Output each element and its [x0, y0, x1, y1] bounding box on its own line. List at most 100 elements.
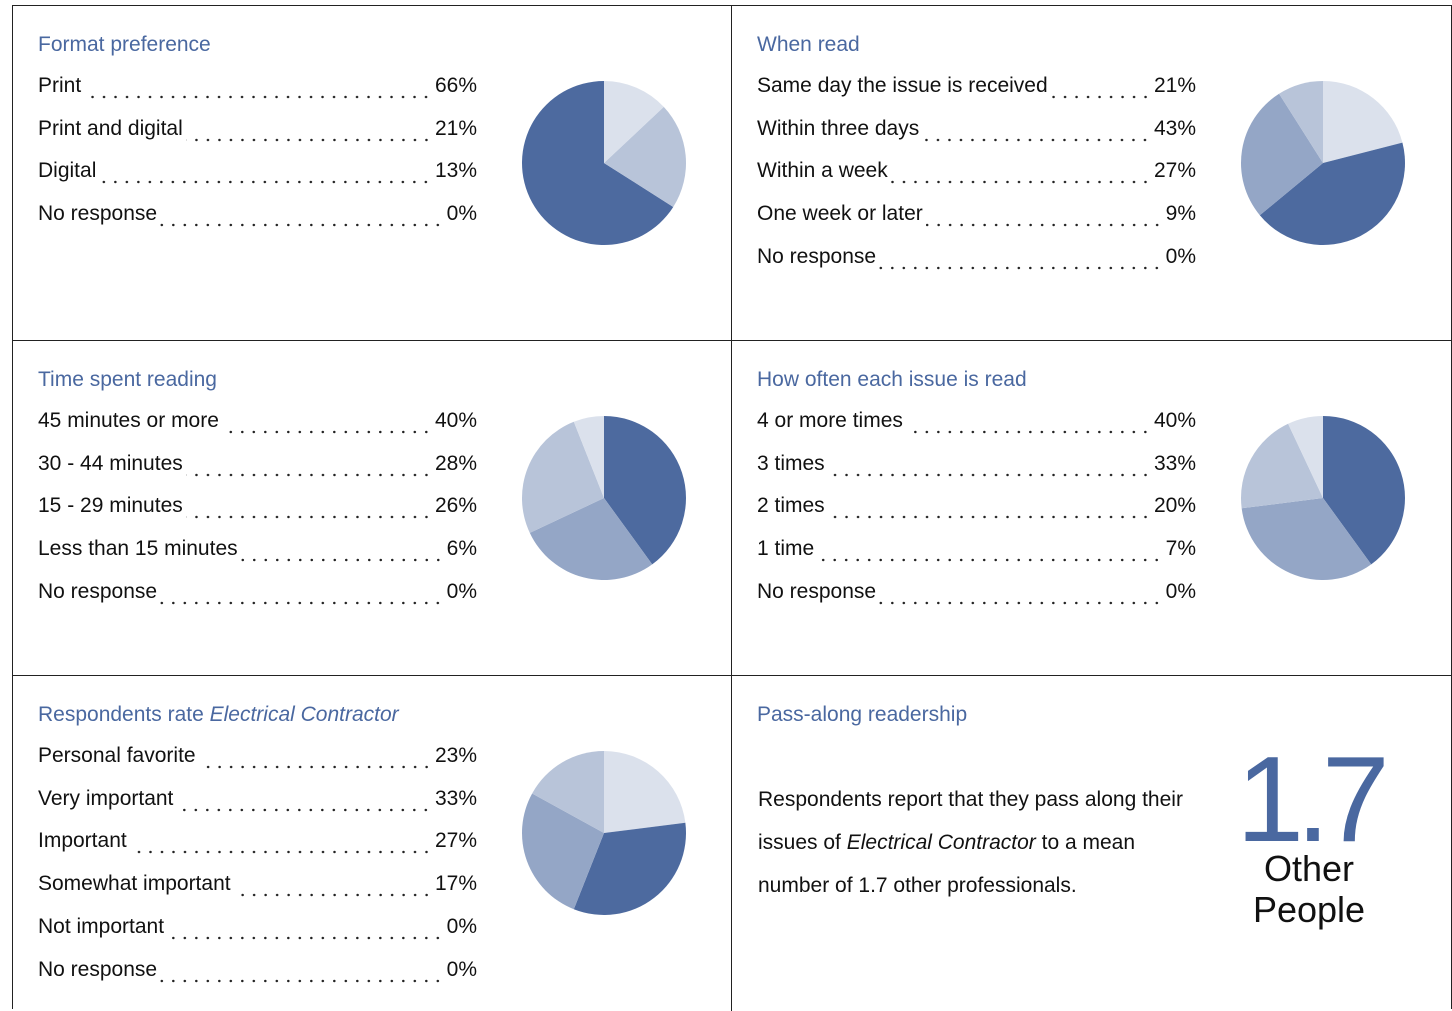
panel: Format preference Print 66% Print and digit… [13, 6, 732, 341]
list-row: 30 - 44 minutes 28% [38, 452, 477, 482]
list-row: Important 27% [38, 829, 477, 859]
row-value: 33% [434, 786, 477, 810]
pie-slice [1323, 416, 1405, 565]
row-value: 66% [434, 74, 477, 97]
panel-title: When read [757, 33, 860, 57]
list-row: Within a week 27% [757, 159, 1196, 189]
list-row: 45 minutes or more 40% [38, 409, 477, 439]
row-value: 0% [1165, 579, 1196, 603]
row-value: 0% [446, 914, 477, 938]
leader-dots [233, 893, 432, 898]
body-after: to a mean number of 1.7 other profession… [758, 831, 1136, 897]
leader-dots [160, 600, 444, 605]
row-value: 33% [1153, 451, 1196, 475]
body-italic: Electrical Contractor [846, 831, 1036, 854]
row-value: 21% [1153, 74, 1196, 97]
pie-chart [522, 416, 686, 580]
stat-caption: Other [1263, 848, 1355, 889]
row-label: No response [38, 957, 158, 981]
stat-caption: People [1252, 889, 1366, 930]
leader-dots [879, 265, 1163, 270]
title-italic: Electrical Contractor [209, 703, 399, 726]
row-label: 1 time [757, 537, 815, 561]
row-label: Somewhat important [38, 872, 231, 896]
leader-dots [99, 180, 432, 185]
panel-title: Time spent reading [38, 368, 217, 392]
list-row: No response 0% [38, 202, 477, 232]
pie-slice [529, 498, 653, 580]
row-label: Digital [38, 159, 97, 183]
pie-slice [1288, 416, 1323, 498]
leader-dots [160, 978, 444, 983]
pie-slice [1241, 498, 1372, 580]
row-value: 20% [1153, 494, 1196, 518]
row-label: 3 times [757, 451, 825, 475]
row-label: No response [757, 579, 877, 603]
body-text: Respondents report that they pass along … [758, 778, 1198, 907]
pie-slice [604, 106, 686, 207]
row-value: 13% [434, 159, 477, 183]
row-value: 26% [434, 494, 477, 518]
row-label: Very important [38, 786, 174, 810]
row-value: 9% [1165, 202, 1196, 226]
row-value: 27% [1153, 159, 1196, 183]
panel: How often each issue is read 4 or more ti… [732, 341, 1451, 676]
leader-dots [185, 137, 432, 142]
list-row: Not important 0% [38, 915, 477, 945]
leader-dots [185, 472, 432, 477]
row-label: 15 - 29 minutes [38, 494, 183, 518]
row-value: 28% [434, 451, 477, 475]
pie-slice [1279, 81, 1323, 163]
row-value: 6% [446, 537, 477, 561]
row-label: No response [38, 579, 158, 603]
row-value: 17% [434, 872, 477, 896]
row-value: 43% [1153, 116, 1196, 140]
pie-chart [522, 751, 686, 915]
leader-dots [890, 180, 1151, 185]
leader-dots [879, 600, 1163, 605]
title-text: How often each issue is read [757, 368, 1027, 391]
list-row: 1 time 7% [757, 537, 1196, 567]
row-value: 0% [446, 202, 477, 226]
list-row: 2 times 20% [757, 494, 1196, 524]
list-row: Print 66% [38, 74, 477, 104]
pie-slice [573, 822, 686, 915]
panel-title: Pass-along readership [757, 703, 967, 727]
pie-chart [522, 81, 686, 246]
leader-dots [160, 223, 444, 228]
stat-number: 1.7 [1236, 731, 1390, 867]
leader-dots [925, 223, 1163, 228]
row-label: Less than 15 minutes [38, 537, 238, 561]
leader-dots [905, 430, 1151, 434]
row-label: Personal favorite [38, 744, 196, 767]
pie-slice [1241, 423, 1323, 509]
row-label: No response [38, 202, 158, 226]
row-label: One week or later [757, 202, 923, 226]
pie-slice [604, 81, 664, 163]
row-value: 0% [446, 957, 477, 981]
frame: Format preference Print 66% Print and digit… [12, 5, 1452, 1011]
row-label: No response [757, 244, 877, 268]
row-label: Same day the issue is received [757, 74, 1048, 97]
leader-dots [185, 515, 432, 520]
title-text: Pass-along readership [757, 703, 968, 726]
row-value: 21% [434, 116, 477, 140]
leader-dots [176, 807, 432, 812]
list-row: Print and digital 21% [38, 117, 477, 147]
pie-slice [522, 793, 604, 910]
row-value: 40% [434, 409, 477, 432]
list-row: No response 0% [757, 245, 1196, 275]
row-value: 40% [1153, 409, 1196, 432]
pie-chart [1241, 416, 1405, 580]
panel: Time spent reading 45 minutes or more 40% 3… [13, 341, 732, 676]
list-row: Personal favorite 23% [38, 744, 477, 774]
leader-dots [167, 935, 444, 940]
panel-title: Format preference [38, 33, 211, 57]
pie-slice [532, 751, 604, 833]
list-row: Digital 13% [38, 159, 477, 189]
list-row: 3 times 33% [757, 452, 1196, 482]
list-row: 4 or more times 40% [757, 409, 1196, 439]
panel: Pass-along readership Respondents report … [732, 676, 1451, 1011]
list-row: Less than 15 minutes 6% [38, 537, 477, 567]
